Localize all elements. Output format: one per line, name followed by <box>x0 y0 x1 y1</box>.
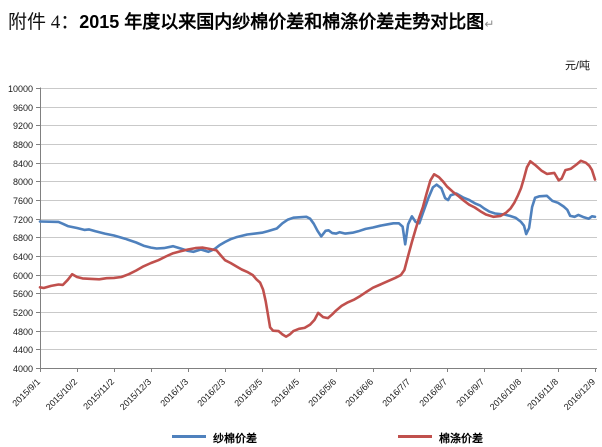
legend-item-cotton-polyester-spread[interactable]: 棉涤价差 <box>398 429 483 445</box>
y-axis-tick-label: 4400 <box>12 344 33 355</box>
y-axis-tick-label: 6400 <box>12 251 33 262</box>
y-axis-tick-label: 6800 <box>12 232 33 243</box>
y-axis-tick-label: 8000 <box>12 176 33 187</box>
y-axis-tick-label: 6000 <box>12 270 33 281</box>
legend-line-blue-icon <box>172 435 206 439</box>
legend-item-yarn-cotton-spread[interactable]: 纱棉价差 <box>172 429 257 445</box>
y-axis-tick-label: 4800 <box>12 326 33 337</box>
y-axis-tick-label: 4000 <box>12 363 33 374</box>
title-row: 附件 4：2015 年度以来国内纱棉价差和棉涤价差走势对比图↵ <box>8 7 494 34</box>
series-line-纱棉价差 <box>38 183 597 254</box>
y-axis-tick-label: 8800 <box>12 139 33 150</box>
y-axis-tick-label: 9600 <box>12 102 33 113</box>
y-axis-tick-label: 9200 <box>12 120 33 131</box>
y-axis-tick-label: 5200 <box>12 307 33 318</box>
legend-line-red-icon <box>398 435 432 439</box>
y-axis-tick-label: 7200 <box>12 214 33 225</box>
attachment-label: 附件 4： <box>8 12 80 33</box>
y-axis-tick-label: 10000 <box>7 83 33 94</box>
page-title: 2015 年度以来国内纱棉价差和棉涤价差走势对比图 <box>79 12 485 32</box>
legend-label-cotton-polyester: 棉涤价差 <box>439 432 483 445</box>
paragraph-mark-icon: ↵ <box>484 17 495 31</box>
y-axis-tick-label: 8400 <box>12 158 33 169</box>
series-line-棉涤价差 <box>38 159 597 339</box>
y-axis-unit-label: 元/吨 <box>564 60 590 72</box>
legend-label-yarn-cotton: 纱棉价差 <box>213 432 257 445</box>
y-axis-tick-label: 7600 <box>12 195 33 206</box>
y-axis-tick-label: 5600 <box>12 288 33 299</box>
